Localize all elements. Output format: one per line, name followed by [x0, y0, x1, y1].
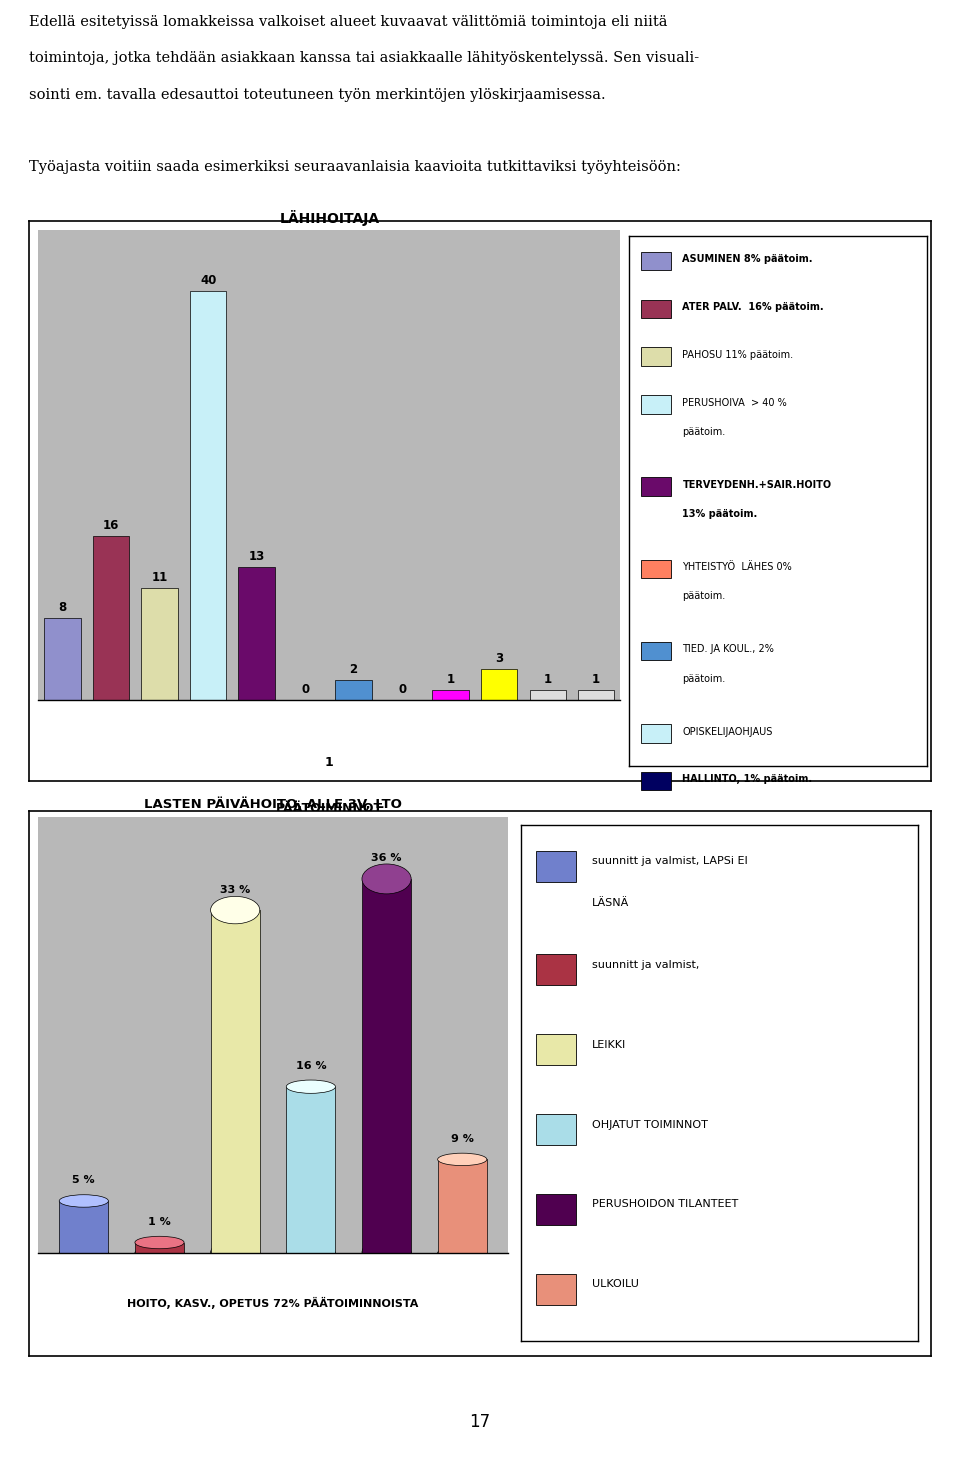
Bar	[93, 537, 130, 700]
Text: 13% päätoim.: 13% päätoim.	[683, 509, 757, 519]
Text: 11: 11	[152, 570, 168, 584]
Text: päätoim.: päätoim.	[683, 674, 726, 684]
Bar	[537, 1274, 576, 1306]
Bar	[641, 641, 671, 660]
Text: 36 %: 36 %	[372, 853, 402, 864]
Bar	[190, 290, 227, 700]
Text: toimintoja, jotka tehdään asiakkaan kanssa tai asiakkaalle lähityöskentelyssä. S: toimintoja, jotka tehdään asiakkaan kans…	[29, 52, 699, 65]
Text: TIED. JA KOUL., 2%: TIED. JA KOUL., 2%	[683, 644, 775, 654]
Bar	[335, 680, 372, 700]
Ellipse shape	[286, 1246, 335, 1260]
Text: OHJATUT TOIMINNOT: OHJATUT TOIMINNOT	[592, 1120, 708, 1129]
Ellipse shape	[60, 1247, 108, 1259]
Text: LEIKKI: LEIKKI	[592, 1039, 626, 1049]
Text: PAHOSU 11% päätoim.: PAHOSU 11% päätoim.	[683, 349, 794, 360]
Text: 1: 1	[446, 672, 455, 685]
Text: HOITO, KASV., OPETUS 72% PÄÄTOIMINNOISTA: HOITO, KASV., OPETUS 72% PÄÄTOIMINNOISTA	[128, 1297, 419, 1309]
Ellipse shape	[362, 864, 411, 893]
Text: 33 %: 33 %	[220, 884, 251, 895]
Ellipse shape	[362, 1238, 411, 1268]
Text: 5 %: 5 %	[73, 1175, 95, 1185]
Text: 1: 1	[543, 672, 552, 685]
Bar	[641, 560, 671, 578]
Ellipse shape	[210, 896, 260, 924]
Text: KIINTEISTÖTYÖT: KIINTEISTÖTYÖT	[683, 870, 761, 880]
Text: 1: 1	[592, 672, 600, 685]
Text: sointi em. tavalla edesauttoi toteutuneen työn merkintöjen ylöskirjaamisessa.: sointi em. tavalla edesauttoi toteutunee…	[29, 87, 606, 102]
Text: 17: 17	[469, 1414, 491, 1431]
Text: Työajasta voitiin saada esimerkiksi seuraavanlaisia kaavioita tutkittaviksi työy: Työajasta voitiin saada esimerkiksi seur…	[29, 161, 681, 174]
Text: 16 %: 16 %	[296, 1061, 326, 1072]
Bar	[537, 852, 576, 881]
Text: VIRKISTYSPALVELUT: VIRKISTYSPALVELUT	[683, 822, 780, 833]
Text: 3: 3	[495, 653, 503, 665]
Text: PERUSHOIDON TILANTEET: PERUSHOIDON TILANTEET	[592, 1200, 738, 1210]
Text: suunnitt ja valmist,: suunnitt ja valmist,	[592, 960, 700, 970]
Bar	[530, 690, 565, 700]
Text: 2: 2	[349, 663, 358, 675]
Bar	[60, 1201, 108, 1253]
Text: 13: 13	[249, 550, 265, 563]
Bar	[578, 690, 614, 700]
Text: 1: 1	[325, 756, 334, 769]
Bar	[44, 618, 81, 700]
Bar	[362, 879, 411, 1253]
Text: ASUMINEN 8% päätoim.: ASUMINEN 8% päätoim.	[683, 255, 813, 264]
Text: ULKOILU: ULKOILU	[592, 1279, 639, 1290]
Bar	[537, 1114, 576, 1145]
Text: 0: 0	[398, 682, 406, 696]
Ellipse shape	[438, 1153, 487, 1166]
Bar	[433, 690, 468, 700]
Text: Edellä esitetyissä lomakkeissa valkoiset alueet kuvaavat välittömiä toimintoja e: Edellä esitetyissä lomakkeissa valkoiset…	[29, 15, 667, 28]
Bar	[641, 395, 671, 414]
Ellipse shape	[60, 1195, 108, 1207]
Bar	[641, 867, 671, 886]
Text: 8: 8	[59, 601, 67, 615]
Text: 9 %: 9 %	[451, 1134, 473, 1144]
Text: 1 %: 1 %	[148, 1218, 171, 1226]
Text: 0: 0	[301, 682, 309, 696]
Bar	[141, 588, 178, 700]
Text: päätoim.: päätoim.	[683, 591, 726, 601]
Bar	[641, 252, 671, 270]
Text: päätoim.: päätoim.	[683, 427, 726, 436]
Bar	[238, 567, 275, 700]
Text: suunnitt ja valmist, LAPSi EI: suunnitt ja valmist, LAPSi EI	[592, 856, 748, 867]
Text: LÄSNÄ: LÄSNÄ	[592, 898, 630, 908]
Text: YHTEISTYÖ  LÄHES 0%: YHTEISTYÖ LÄHES 0%	[683, 562, 792, 572]
Bar	[286, 1086, 335, 1253]
Bar	[537, 1035, 576, 1066]
Bar	[641, 772, 671, 790]
Bar	[481, 669, 517, 700]
Bar	[210, 909, 260, 1253]
Bar	[641, 724, 671, 743]
Text: PÄÄTOIMINNOT: PÄÄTOIMINNOT	[276, 802, 383, 815]
Text: TERVEYDENH.+SAIR.HOITO: TERVEYDENH.+SAIR.HOITO	[683, 481, 831, 489]
Text: HALLINTO, 1% päätoim.: HALLINTO, 1% päätoim.	[683, 774, 812, 784]
Bar	[641, 478, 671, 495]
Bar	[135, 1243, 184, 1253]
Title: LÄHIHOITAJA: LÄHIHOITAJA	[279, 209, 379, 226]
Bar	[641, 348, 671, 366]
Bar	[641, 820, 671, 839]
Ellipse shape	[135, 1247, 184, 1259]
Text: ATER PALV.  16% päätoim.: ATER PALV. 16% päätoim.	[683, 302, 824, 312]
Title: LASTEN PÄIVÄHOITO, ALLE 3V, LTO: LASTEN PÄIVÄHOITO, ALLE 3V, LTO	[144, 797, 402, 811]
Ellipse shape	[438, 1247, 487, 1259]
Text: 16: 16	[103, 519, 119, 532]
Bar	[537, 955, 576, 986]
Bar	[537, 1194, 576, 1225]
Ellipse shape	[286, 1080, 335, 1094]
Text: 40: 40	[200, 274, 216, 287]
Text: OPISKELIJAOHJAUS: OPISKELIJAOHJAUS	[683, 727, 773, 737]
Bar	[641, 299, 671, 318]
Bar	[438, 1160, 487, 1253]
Ellipse shape	[135, 1237, 184, 1248]
Ellipse shape	[210, 1240, 260, 1266]
Text: PERUSHOIVA  > 40 %: PERUSHOIVA > 40 %	[683, 398, 787, 408]
